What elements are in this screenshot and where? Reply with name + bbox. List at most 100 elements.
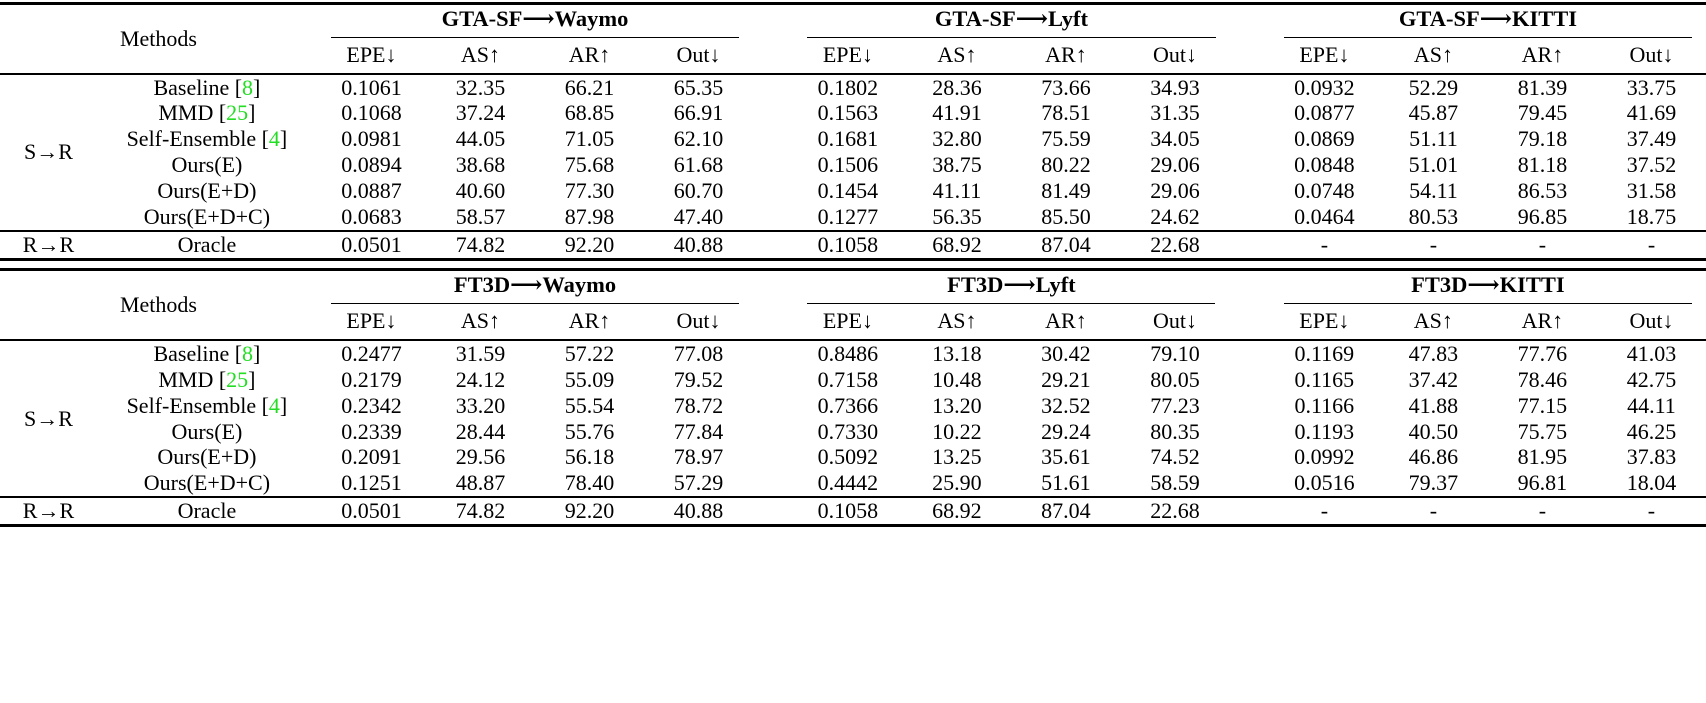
value-cell: - bbox=[1269, 230, 1379, 259]
group-title-text: GTA-SF⟶KITTI bbox=[1283, 5, 1692, 38]
value-cell: 13.25 bbox=[932, 444, 982, 470]
value-cell: 0.0894 bbox=[341, 152, 402, 178]
group-title-gta-sf-lyft: GTA-SF⟶Lyft bbox=[793, 5, 1229, 38]
value-cell: 13.20 bbox=[932, 392, 982, 418]
metric-header-epe: EPE↓ bbox=[316, 303, 426, 341]
value-cell: 0.0501 bbox=[316, 496, 426, 525]
value-cell: 41.69 bbox=[1626, 100, 1677, 126]
value-cell: 0.0516 bbox=[1294, 470, 1355, 496]
value-cell: 44.11 bbox=[1627, 392, 1676, 418]
group-title-ft3d-lyft: FT3D⟶Lyft bbox=[793, 271, 1229, 304]
value-cell: 79.10 bbox=[1150, 340, 1200, 366]
column-gap bbox=[753, 367, 793, 393]
value-cell: 75.68 bbox=[564, 152, 615, 178]
value-cell: 33.75 bbox=[1626, 74, 1677, 100]
value-cell: 0.1251 bbox=[341, 470, 402, 496]
method-label-baseline: Baseline [8] bbox=[153, 340, 261, 366]
value-cell: 41.91 bbox=[932, 100, 982, 126]
value-cell: 46.86 bbox=[1408, 444, 1459, 470]
value-cell: 81.39 bbox=[1517, 74, 1568, 100]
value-cell: 77.08 bbox=[673, 340, 724, 366]
column-gap bbox=[1230, 204, 1270, 231]
method-label-ours-e-d-c: Ours(E+D+C) bbox=[143, 470, 271, 496]
value-cell: 55.54 bbox=[564, 392, 615, 418]
value-cell: 78.72 bbox=[673, 392, 724, 418]
value-cell: 92.20 bbox=[534, 496, 644, 525]
value-cell: 37.49 bbox=[1626, 126, 1677, 152]
column-gap bbox=[753, 340, 793, 367]
value-cell: 33.20 bbox=[455, 392, 506, 418]
value-cell: 47.83 bbox=[1408, 340, 1459, 366]
value-cell: 81.18 bbox=[1517, 152, 1568, 178]
metric-header-out: Out↓ bbox=[1120, 37, 1230, 75]
group-title-gta-sf-kitti: GTA-SF⟶KITTI bbox=[1270, 5, 1706, 38]
value-cell: 0.1506 bbox=[817, 152, 879, 178]
table-gta-sf-results: Methods GTA-SF⟶Waymo GTA-SF⟶Lyft GTA-SF⟶KIT… bbox=[0, 5, 1706, 259]
group-title-text: FT3D⟶KITTI bbox=[1283, 271, 1692, 304]
method-label-ours-e-d: Ours(E+D) bbox=[157, 178, 257, 204]
value-cell: 28.44 bbox=[455, 418, 506, 444]
value-cell: 37.42 bbox=[1408, 366, 1459, 392]
column-gap bbox=[1230, 178, 1270, 204]
value-cell: 0.7158 bbox=[817, 366, 879, 392]
value-cell: 34.93 bbox=[1150, 74, 1200, 100]
metric-header-out: Out↓ bbox=[1596, 303, 1706, 341]
value-cell: 29.06 bbox=[1150, 178, 1200, 204]
method-label-ours-e-d-c: Ours(E+D+C) bbox=[143, 204, 271, 230]
value-cell: 0.0981 bbox=[341, 126, 402, 152]
value-cell: 0.0869 bbox=[1294, 126, 1355, 152]
value-cell: 31.58 bbox=[1626, 178, 1677, 204]
value-cell: 85.50 bbox=[1041, 204, 1091, 230]
value-cell: 74.82 bbox=[425, 496, 535, 525]
method-label-ours-e-d: Ours(E+D) bbox=[157, 444, 257, 470]
value-cell: 0.1681 bbox=[817, 126, 879, 152]
value-cell: 80.22 bbox=[1041, 152, 1091, 178]
value-cell: 80.53 bbox=[1408, 204, 1459, 230]
column-gap bbox=[753, 204, 793, 231]
value-cell: 66.91 bbox=[673, 100, 724, 126]
value-cell: 46.25 bbox=[1626, 418, 1677, 444]
value-cell: 74.82 bbox=[425, 230, 535, 259]
metric-header-as: AS↑ bbox=[1378, 303, 1488, 341]
value-cell: 0.2477 bbox=[341, 340, 402, 366]
value-cell: 58.59 bbox=[1150, 470, 1200, 496]
column-gap bbox=[753, 152, 793, 178]
value-cell: 87.04 bbox=[1011, 496, 1121, 525]
method-label-ours-e: Ours(E) bbox=[171, 152, 243, 178]
value-cell: 32.52 bbox=[1041, 392, 1091, 418]
value-cell: 0.1193 bbox=[1294, 418, 1355, 444]
value-cell: 0.2339 bbox=[341, 418, 402, 444]
value-cell: 0.1802 bbox=[817, 74, 879, 100]
results-table-gta-sf: Methods GTA-SF⟶Waymo GTA-SF⟶Lyft GTA-SF⟶KIT… bbox=[0, 2, 1706, 262]
value-cell: 75.59 bbox=[1041, 126, 1091, 152]
value-cell: 51.01 bbox=[1408, 152, 1459, 178]
row-group-label: S→R bbox=[23, 139, 73, 165]
value-cell: 71.05 bbox=[564, 126, 615, 152]
value-cell: - bbox=[1378, 496, 1488, 525]
column-gap bbox=[753, 100, 793, 126]
value-cell: 0.1166 bbox=[1294, 392, 1355, 418]
metric-header-epe: EPE↓ bbox=[793, 303, 903, 341]
value-cell: 81.49 bbox=[1041, 178, 1091, 204]
value-cell: 0.8486 bbox=[817, 340, 879, 366]
group-title-gta-sf-waymo: GTA-SF⟶Waymo bbox=[317, 5, 753, 38]
value-cell: 78.51 bbox=[1041, 100, 1091, 126]
citation-ref: 8 bbox=[242, 74, 254, 100]
value-cell: 96.81 bbox=[1517, 470, 1568, 496]
value-cell: 65.35 bbox=[673, 74, 724, 100]
value-cell: 0.1058 bbox=[793, 496, 903, 525]
value-cell: 0.0683 bbox=[341, 204, 402, 230]
value-cell: 22.68 bbox=[1120, 496, 1230, 525]
column-gap bbox=[1229, 419, 1269, 445]
value-cell: 54.11 bbox=[1409, 178, 1458, 204]
value-cell: - bbox=[1487, 496, 1597, 525]
value-cell: 37.24 bbox=[455, 100, 506, 126]
value-cell: 41.11 bbox=[932, 178, 982, 204]
column-gap bbox=[1229, 340, 1269, 367]
value-cell: 35.61 bbox=[1041, 444, 1091, 470]
value-cell: 41.88 bbox=[1408, 392, 1459, 418]
citation-ref: 4 bbox=[268, 392, 280, 418]
group-title-ft3d-kitti: FT3D⟶KITTI bbox=[1270, 271, 1706, 304]
citation-ref: 25 bbox=[226, 100, 249, 126]
value-cell: 0.2179 bbox=[341, 366, 402, 392]
